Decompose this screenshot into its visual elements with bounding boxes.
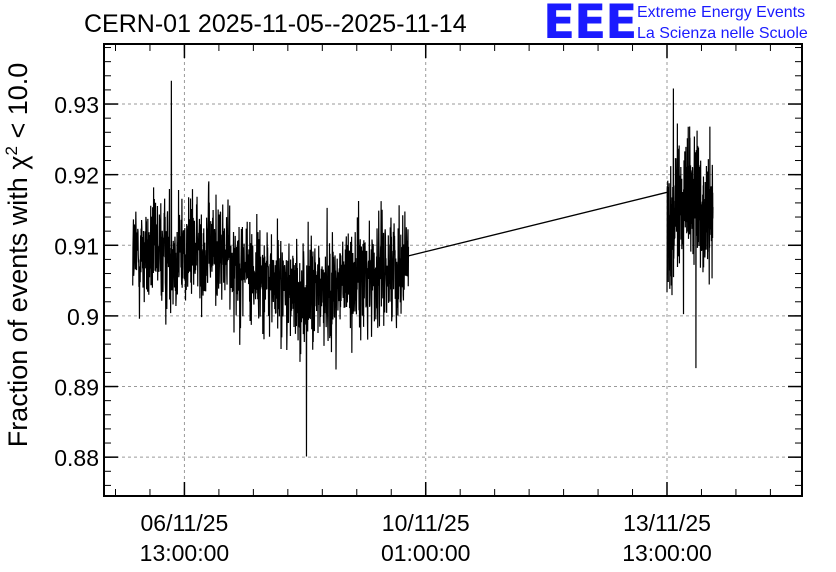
tick-labels: 0.88 0.89 0.9 0.91 0.92 0.93 06/11/25 13:00:00 1… bbox=[54, 92, 712, 566]
y-label-prefix: Fraction of events with bbox=[3, 169, 33, 448]
axis-ticks bbox=[104, 44, 802, 496]
y-tick-label: 0.91 bbox=[54, 233, 99, 259]
series-segment bbox=[132, 80, 410, 457]
logo-line-2: La Scienza nelle Scuole bbox=[637, 25, 808, 42]
x-tick-label: 10/11/25 bbox=[382, 510, 470, 536]
eee-logo: EEE Extreme Energy Events La Scienza nel… bbox=[543, 0, 833, 50]
x-tick-label: 06/11/25 bbox=[141, 510, 229, 536]
plot-frame bbox=[103, 43, 803, 497]
x-tick-label: 13:00:00 bbox=[140, 540, 230, 566]
x-tick-label: 13:00:00 bbox=[622, 540, 712, 566]
y-tick-label: 0.88 bbox=[54, 445, 99, 471]
gap-connector-line bbox=[408, 191, 668, 257]
y-label-suffix: < 10.0 bbox=[3, 62, 33, 147]
eee-logo-mark: EEE bbox=[543, 0, 637, 50]
y-label-symbol: χ bbox=[3, 155, 33, 170]
data-series bbox=[132, 80, 714, 457]
y-tick-label: 0.9 bbox=[67, 304, 99, 330]
y-tick-label: 0.89 bbox=[54, 375, 99, 401]
logo-line-1: Extreme Energy Events bbox=[637, 4, 806, 21]
y-tick-label: 0.92 bbox=[54, 163, 99, 189]
x-tick-label: 13/11/25 bbox=[623, 510, 711, 536]
y-tick-label: 0.93 bbox=[54, 92, 99, 118]
chart-title: CERN-01 2025-11-05--2025-11-14 bbox=[84, 10, 467, 38]
series-segment bbox=[666, 88, 714, 369]
x-tick-label: 01:00:00 bbox=[381, 540, 471, 566]
y-label-exponent: 2 bbox=[2, 146, 21, 156]
grid-lines bbox=[104, 44, 802, 496]
